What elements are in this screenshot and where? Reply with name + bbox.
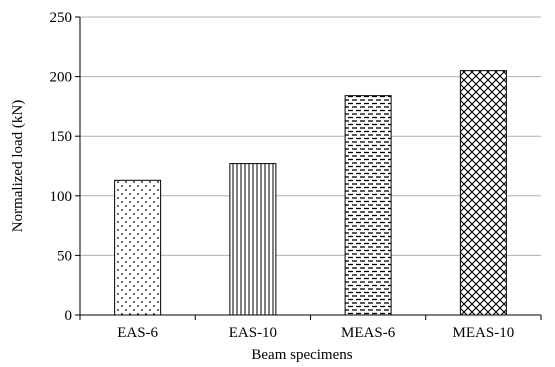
bars <box>114 70 507 316</box>
y-tick-labels: 0 50 100 150 200 250 <box>50 10 73 324</box>
y-tick-label: 250 <box>50 10 73 26</box>
axes <box>75 16 542 320</box>
y-axis-title: Normalized load (kN) <box>10 100 26 232</box>
bar-eas-10 <box>229 163 277 316</box>
bar-eas-6 <box>114 179 162 316</box>
bar-meas-6 <box>344 95 392 316</box>
x-tick-labels: EAS-6 EAS-10 MEAS-6 MEAS-10 <box>117 325 514 341</box>
x-axis-title: Beam specimens <box>251 347 352 363</box>
x-tick-label: EAS-6 <box>117 325 158 341</box>
y-tick-label: 50 <box>57 248 72 264</box>
y-tick-label: 100 <box>50 189 73 205</box>
y-tick-label: 0 <box>65 308 73 324</box>
bar-meas-10 <box>459 70 507 316</box>
x-tick-label: MEAS-6 <box>341 325 396 341</box>
y-tick-label: 200 <box>50 70 73 86</box>
x-tick-label: EAS-10 <box>229 325 277 341</box>
y-tick-label: 150 <box>50 129 73 145</box>
x-tick-label: MEAS-10 <box>453 325 515 341</box>
